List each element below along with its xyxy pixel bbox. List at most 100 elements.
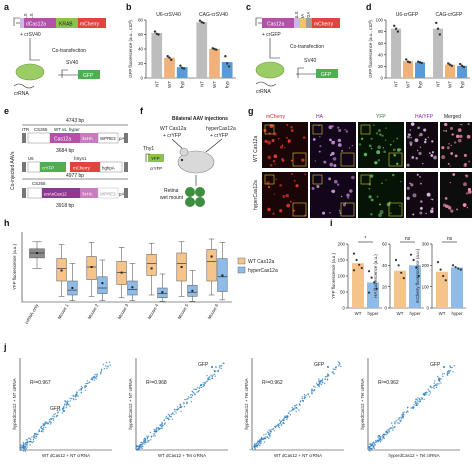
cell-signal [370, 213, 373, 216]
cell-signal [419, 211, 423, 215]
scatter-point [296, 404, 298, 406]
scatter-point [48, 419, 51, 421]
y-axis-label: GFP fluorescence (a.u., x10³) [368, 20, 373, 78]
scatter-point [392, 429, 394, 431]
x-tick-label: Mouse 6 [207, 303, 220, 321]
cell-signal [409, 141, 413, 145]
data-point [352, 252, 356, 255]
data-point [224, 55, 227, 58]
cell-signal [431, 198, 434, 201]
scatter-point [69, 405, 71, 407]
pa-label: pA [119, 136, 124, 141]
scatter-point [446, 372, 449, 374]
scatter-point [95, 375, 98, 377]
data-point [460, 64, 464, 68]
mcherry-image [262, 122, 308, 168]
cell-signal [389, 201, 391, 203]
ha3-block [80, 133, 98, 143]
cell-signal [373, 124, 375, 126]
bar [176, 67, 188, 78]
gfp-block-a [78, 70, 100, 79]
scatter-point [75, 393, 78, 395]
data-point [367, 270, 371, 273]
x-tick-label: NT [199, 81, 204, 87]
scatter-point [398, 417, 400, 420]
scatter-point [287, 412, 290, 414]
data-point [435, 21, 438, 25]
cell-signal [281, 159, 285, 163]
scatter-point [170, 413, 173, 416]
length-label-1: 4743 bp [66, 118, 84, 124]
scatter-point [220, 367, 222, 370]
scatter-point [146, 436, 149, 439]
x-tick-label: WT [397, 311, 404, 316]
scatter-point [148, 440, 150, 442]
scatter-point [416, 399, 418, 401]
scatter-point [138, 446, 140, 449]
cell-signal [423, 140, 427, 144]
scatter-point [55, 416, 57, 418]
scatter-point [372, 446, 375, 448]
scatter-point [34, 433, 36, 436]
scatter-point [380, 439, 382, 441]
bar [415, 62, 426, 78]
mean-marker [60, 269, 63, 272]
cell-signal [319, 145, 322, 148]
cell-signal [291, 173, 293, 176]
scatter-point [276, 424, 278, 427]
scatter-point [26, 439, 29, 441]
scatter-point [147, 441, 149, 443]
cell-icon-c [255, 61, 285, 79]
scatter-point [440, 378, 442, 380]
cell-signal [378, 203, 381, 206]
cell-signal [368, 187, 371, 190]
cell-signal [409, 129, 412, 131]
scatter-point [273, 429, 275, 432]
scatter-point [373, 447, 376, 450]
cell-signal [378, 213, 382, 218]
cell-signal [272, 159, 276, 163]
cas12a-label-c: Cas12a [267, 22, 284, 28]
cs265-label: CS265 [34, 127, 48, 132]
scatter-point [191, 390, 194, 393]
cell-signal [392, 140, 395, 143]
cotransfection-label-a: Co-transfection [52, 48, 86, 54]
scatter-point [32, 440, 35, 442]
scatter-point [191, 393, 193, 396]
panel-g: g mCherry HA YFP HA/YFP Merged WT Cas12a… [248, 106, 472, 218]
crrna-label-a: crRNA [14, 91, 29, 97]
data-point [200, 20, 203, 24]
zoom-box [264, 124, 275, 135]
crrna-squiggle-c [255, 81, 277, 87]
cell-signal [431, 151, 435, 154]
scatter-point [59, 409, 61, 412]
data-point [157, 33, 160, 36]
scatter-point [314, 386, 316, 388]
gfp-point [211, 366, 213, 368]
scatter-point [443, 372, 445, 375]
scatter-point [334, 366, 337, 369]
scatter-point [390, 422, 393, 424]
scatter-point [419, 401, 421, 403]
data-point [213, 47, 216, 51]
scatter-point [285, 416, 287, 418]
cell-signal [419, 207, 423, 210]
scatter-point [423, 392, 425, 395]
cell-signal [316, 184, 320, 188]
scatter-point [20, 449, 23, 451]
scatter-point [19, 449, 21, 452]
scatter-point [333, 373, 335, 375]
header-ha: HA [316, 114, 324, 120]
y-tick-label: 60 [378, 41, 383, 46]
cryfp-label-f: crYFP [150, 166, 162, 171]
scatter-point [272, 427, 275, 430]
cell-signal [422, 162, 424, 165]
cell-signal [430, 154, 434, 157]
scatter-point [58, 406, 61, 408]
scatter-point [286, 417, 289, 419]
scatter-point [157, 427, 160, 429]
scatter-point [187, 396, 190, 398]
scatter-point [135, 445, 138, 447]
cell-signal [430, 209, 434, 214]
cell-signal [377, 145, 382, 150]
